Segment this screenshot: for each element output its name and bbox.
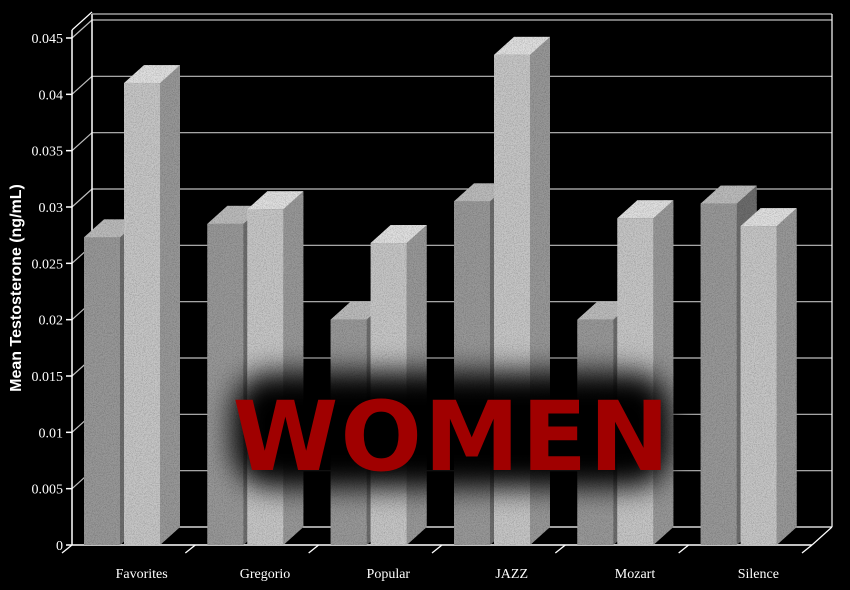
y-tick-label: 0 bbox=[56, 539, 63, 554]
x-tick-mark bbox=[801, 544, 813, 554]
x-category-label: Popular bbox=[367, 567, 411, 582]
x-tick-mark bbox=[554, 544, 566, 554]
bar-top bbox=[494, 36, 550, 55]
y-tick-label: 0.025 bbox=[32, 257, 64, 272]
bar-front bbox=[84, 237, 120, 546]
y-tick-label: 0.045 bbox=[32, 32, 64, 47]
grid-line-side bbox=[71, 188, 93, 208]
y-tick-label: 0.035 bbox=[32, 145, 64, 160]
overlay-text: WOMEN bbox=[233, 381, 672, 493]
x-tick-mark bbox=[308, 544, 320, 554]
x-category-label: Mozart bbox=[615, 567, 656, 582]
women-overlay: WOMEN bbox=[232, 372, 672, 493]
bar-top bbox=[700, 185, 757, 204]
y-tick-label: 0.04 bbox=[39, 88, 64, 103]
bar-front bbox=[207, 223, 244, 545]
x-tick-mark bbox=[678, 544, 690, 554]
x-tick-mark bbox=[431, 544, 443, 554]
grid-line-side bbox=[71, 132, 93, 152]
bar-front bbox=[700, 203, 737, 545]
bar-top bbox=[124, 65, 180, 84]
y-tick-label: 0.02 bbox=[39, 314, 64, 329]
grid-line-side bbox=[71, 75, 93, 95]
x-category-label: Gregorio bbox=[240, 567, 291, 582]
x-category-label: Silence bbox=[738, 567, 779, 582]
bar-side bbox=[653, 200, 674, 545]
x-tick-mark bbox=[184, 544, 196, 554]
y-tick-label: 0.03 bbox=[39, 201, 64, 216]
bar-side bbox=[160, 65, 180, 546]
y-tick-label: 0.01 bbox=[39, 426, 64, 441]
bar-front bbox=[740, 226, 777, 546]
y-tick-label: 0.015 bbox=[32, 370, 64, 385]
x-tick-mark bbox=[61, 544, 73, 554]
floor-right-edge bbox=[811, 526, 833, 546]
top-side-edge bbox=[71, 11, 93, 31]
x-category-labels: Favorites Gregorio Popular JAZZ Mozart Silenc… bbox=[116, 567, 779, 582]
y-tick-label: 0.005 bbox=[32, 483, 64, 498]
bar-side bbox=[776, 208, 797, 546]
bar-top bbox=[247, 191, 304, 210]
bar bbox=[740, 208, 797, 546]
overlay-glow bbox=[232, 372, 672, 488]
y-tick-labels: 0 0.005 0.01 0.015 0.02 0.025 0.03 0.035 0.04 0.0… bbox=[32, 32, 64, 554]
bar-top bbox=[370, 225, 427, 244]
x-category-label: JAZZ bbox=[495, 567, 528, 582]
bar-top bbox=[617, 200, 674, 219]
grid-line-side bbox=[71, 19, 93, 39]
bar bbox=[124, 65, 180, 546]
bar-top bbox=[740, 208, 797, 227]
y-axis-label: Mean Testosterone (ng/mL) bbox=[8, 184, 25, 392]
bar-front bbox=[124, 83, 160, 546]
x-category-label: Favorites bbox=[116, 567, 168, 582]
